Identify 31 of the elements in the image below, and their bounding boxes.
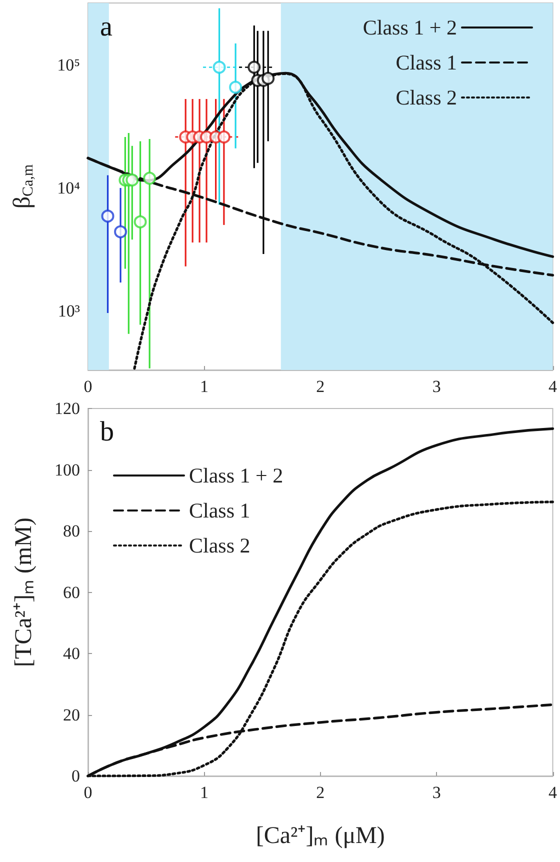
y-tick-label: 120 <box>54 399 80 418</box>
y-axis-title: [TCa²⁺]ₘ (mM) <box>11 518 37 667</box>
y-tick-label: 60 <box>63 582 80 602</box>
legend-label: Class 1 + 2 <box>189 464 284 488</box>
legend-label: Class 1 + 2 <box>362 16 457 40</box>
x-tick-label: 1 <box>200 377 208 396</box>
x-tick-label: 2 <box>316 783 325 802</box>
y-tick-label: 20 <box>63 705 80 724</box>
y-axis-title: βCa,m <box>10 164 36 209</box>
annotation: b <box>100 416 114 448</box>
x-tick-label: 4 <box>548 377 558 396</box>
x-tick-label: 2 <box>316 377 325 396</box>
y-tick-label: 0 <box>72 766 80 786</box>
y-tick-label: 10⁵ <box>57 56 80 75</box>
y-tick-label: 10⁴ <box>57 178 80 198</box>
y-tick-label: 40 <box>63 644 80 663</box>
x-tick-label: 1 <box>200 783 208 802</box>
x-tick-label: 0 <box>84 377 92 396</box>
y-tick-label: 10³ <box>58 301 80 320</box>
legend-label: Class 1 <box>396 50 457 74</box>
annotation: a <box>100 12 113 42</box>
x-tick-label: 3 <box>432 783 441 802</box>
x-tick-label: 3 <box>432 377 441 396</box>
x-tick-label: 0 <box>84 783 92 802</box>
y-tick-label: 100 <box>54 460 80 480</box>
y-tick-label: 80 <box>63 522 80 540</box>
legend-label: Class 2 <box>189 534 250 558</box>
x-tick-label: 4 <box>548 783 558 802</box>
x-axis-title: [Ca²⁺]ₘ (μM) <box>256 823 385 849</box>
legend-label: Class 1 <box>189 498 250 522</box>
legend-label: Class 2 <box>396 86 457 110</box>
